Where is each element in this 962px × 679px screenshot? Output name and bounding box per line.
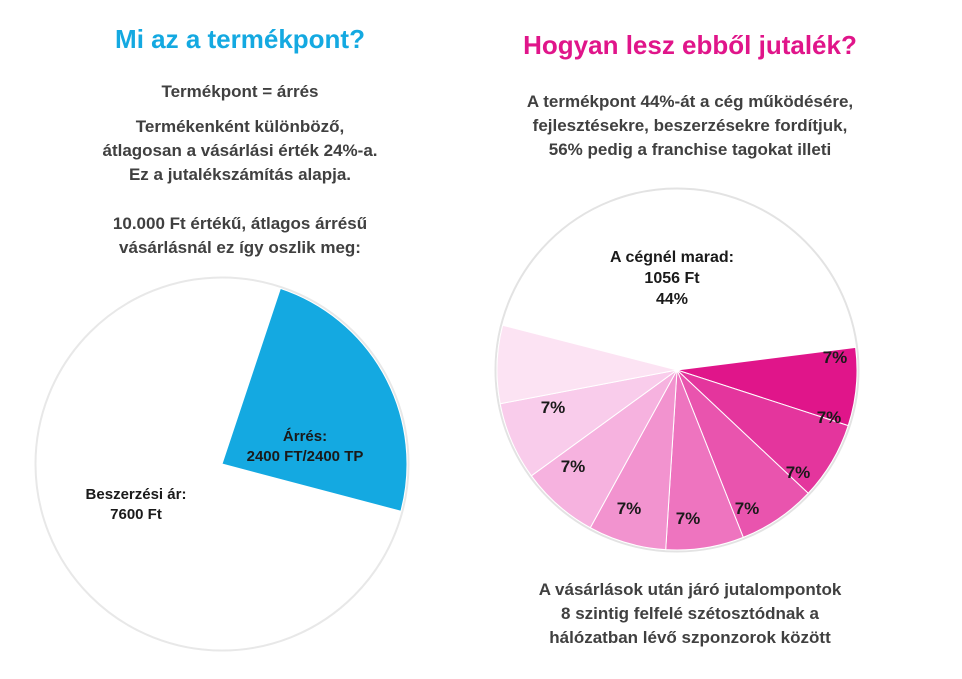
slice-label-line: 7600 Ft [110,506,162,523]
left-formula: Termékpont = árrés [161,82,319,101]
slice-label-line: 2400 FT/2400 TP [247,448,364,465]
slice-label: 7% [676,509,701,528]
slice-label: 7% [786,463,811,482]
slice-label: Beszerzési ár: 7600 Ft [86,486,187,523]
slice-label-line: 1056 Ft [644,270,700,287]
pie-outline [34,276,410,652]
margin-pie: Árrés: 2400 FT/2400 TP Beszerzési ár: 7600 … [34,276,410,652]
right-footer-line: A vásárlások után járó jutalompontok [538,580,842,599]
slice-label: A cégnél marad: 1056 Ft 44% [610,249,734,308]
left-paragraph-2-line: vásárlásnál ez így oszlik meg: [119,238,361,257]
left-paragraph-1: Termékenként különböző, átlagosan a vásá… [40,115,440,187]
left-title: Mi az a termékpont? [115,24,365,54]
pie-slice [37,279,401,649]
right-paragraph-1-line: A termékpont 44%-át a cég működésére, [526,92,854,111]
left-paragraph-2-line: 10.000 Ft értékű, átlagos árrésű [112,214,368,233]
commission-pie: A cégnél marad: 1056 Ft 44% 7% 7% 7% 7% 7% 7% 7% 7… [494,187,860,553]
slice-label-line: 7% [541,398,566,417]
slice-label-line: 7% [617,499,642,518]
pie-slice [496,324,678,405]
slice-label-line: 7% [676,509,701,528]
slice-label: 7% [823,348,848,367]
slice-label: 7% [735,499,760,518]
slice-label-line: 7% [823,348,848,367]
slice-label: 7% [817,408,842,427]
slice-label-line: 7% [786,463,811,482]
slice-label-line: 7% [817,408,842,427]
left-paragraph-1-line: Ez a jutalékszámítás alapja. [128,165,352,184]
pie-outline [494,187,860,553]
left-paragraph-1-line: Termékenként különböző, [135,117,345,136]
slice-label-line: 7% [735,499,760,518]
slice-label-line: Beszerzési ár: [86,486,187,503]
right-paragraph-1: A termékpont 44%-át a cég működésére, fe… [470,90,910,162]
slice-label: 7% [561,457,586,476]
right-paragraph-1-line: 56% pedig a franchise tagokat illeti [548,140,832,159]
slice-label: Árrés: 2400 FT/2400 TP [247,428,364,465]
right-footer: A vásárlások után járó jutalompontok 8 s… [480,578,900,650]
slice-label-line: 44% [656,291,688,308]
pie-slice [221,287,408,512]
right-paragraph-1-line: fejlesztésekre, beszerzésekre fordítjuk, [532,116,848,135]
right-footer-line: hálózatban lévő szponzorok között [549,628,831,647]
right-title: Hogyan lesz ebből jutalék? [523,30,857,60]
slice-label-line: 7% [561,457,586,476]
left-paragraph-2: 10.000 Ft értékű, átlagos árrésű vásárlá… [40,212,440,260]
pie-slice [502,190,856,370]
slice-label-line: A cégnél marad: [610,249,734,266]
slice-label: 7% [617,499,642,518]
left-paragraph-1-line: átlagosan a vásárlási érték 24%-a. [102,141,378,160]
right-footer-line: 8 szintig felfelé szétosztódnak a [561,604,819,623]
slice-label: 7% [541,398,566,417]
slice-label-line: Árrés: [283,428,327,445]
